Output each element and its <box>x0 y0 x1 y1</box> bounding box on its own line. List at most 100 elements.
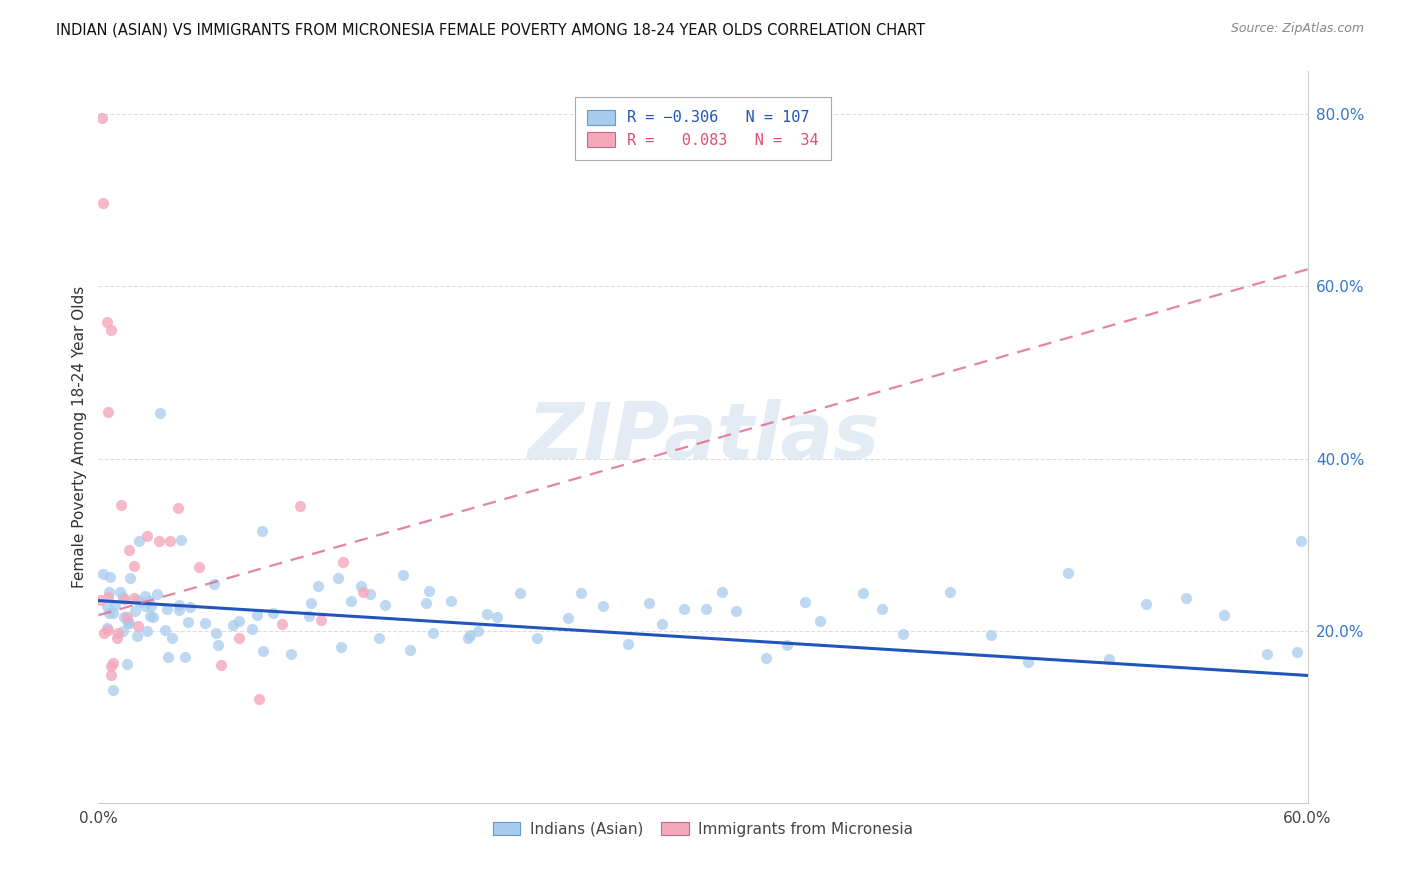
Point <box>309 613 332 627</box>
Point <box>169 533 191 548</box>
Point <box>108 585 131 599</box>
Point <box>89 592 111 607</box>
Point <box>97 590 120 604</box>
Y-axis label: Female Poverty Among 18-24 Year Olds: Female Poverty Among 18-24 Year Olds <box>72 286 87 588</box>
Point <box>97 405 120 419</box>
Point <box>162 631 184 645</box>
Point <box>592 599 614 613</box>
Point <box>458 628 481 642</box>
Point <box>252 644 274 658</box>
Text: Source: ZipAtlas.com: Source: ZipAtlas.com <box>1230 22 1364 36</box>
Point <box>298 609 321 624</box>
Point <box>509 586 531 600</box>
Point <box>124 604 146 618</box>
Point <box>112 592 135 607</box>
Point <box>280 647 302 661</box>
Point <box>118 615 141 630</box>
Point <box>415 596 437 610</box>
Point <box>352 585 374 599</box>
Point <box>637 597 659 611</box>
Point <box>103 599 125 613</box>
Point <box>146 587 169 601</box>
Point <box>97 623 120 637</box>
Point <box>246 608 269 623</box>
Point <box>100 323 122 337</box>
Point <box>118 543 141 558</box>
Point <box>299 596 322 610</box>
Point <box>103 656 125 670</box>
Point <box>422 625 444 640</box>
Point <box>207 638 229 652</box>
Point <box>93 626 115 640</box>
Point <box>122 559 145 574</box>
Point <box>117 616 139 631</box>
Point <box>1017 655 1039 669</box>
Point <box>101 682 124 697</box>
Point <box>142 610 165 624</box>
Point <box>339 594 361 608</box>
Point <box>98 585 121 599</box>
Point <box>202 577 225 591</box>
Point <box>1213 607 1236 622</box>
Point <box>93 195 115 210</box>
Point <box>115 657 138 672</box>
Point <box>228 614 250 628</box>
Point <box>569 586 592 600</box>
Point <box>128 533 150 548</box>
Point <box>136 624 159 638</box>
Point <box>307 579 329 593</box>
Point <box>177 615 200 629</box>
Point <box>1285 645 1308 659</box>
Point <box>112 610 135 624</box>
Point <box>557 611 579 625</box>
Point <box>808 614 831 628</box>
Point <box>107 626 129 640</box>
Point <box>1098 652 1121 666</box>
Point <box>122 591 145 605</box>
Text: INDIAN (ASIAN) VS IMMIGRANTS FROM MICRONESIA FEMALE POVERTY AMONG 18-24 YEAR OLD: INDIAN (ASIAN) VS IMMIGRANTS FROM MICRON… <box>56 22 925 37</box>
Point <box>617 637 640 651</box>
Point <box>776 638 799 652</box>
Point <box>111 624 134 639</box>
Point <box>391 568 413 582</box>
Point <box>115 610 138 624</box>
Point <box>100 659 122 673</box>
Point <box>526 631 548 645</box>
Point <box>100 668 122 682</box>
Point <box>209 657 232 672</box>
Point <box>939 585 962 599</box>
Point <box>156 602 179 616</box>
Point <box>695 601 717 615</box>
Point <box>138 594 160 608</box>
Point <box>228 631 250 645</box>
Point <box>105 631 128 645</box>
Point <box>98 606 121 620</box>
Point <box>115 613 138 627</box>
Point <box>1256 647 1278 661</box>
Point <box>330 640 353 654</box>
Point <box>891 627 914 641</box>
Point <box>188 560 211 574</box>
Point <box>166 501 188 516</box>
Point <box>110 498 132 512</box>
Point <box>794 595 817 609</box>
Point <box>127 592 149 607</box>
Point <box>350 579 373 593</box>
Point <box>167 599 190 613</box>
Point <box>174 650 197 665</box>
Point <box>651 616 673 631</box>
Point <box>96 599 118 613</box>
Point <box>418 584 440 599</box>
Point <box>148 533 170 548</box>
Point <box>1057 566 1080 581</box>
Point <box>96 621 118 635</box>
Point <box>96 315 118 329</box>
Point <box>101 606 124 620</box>
Point <box>169 603 191 617</box>
Point <box>91 567 114 582</box>
Point <box>755 650 778 665</box>
Point <box>980 628 1002 642</box>
Point <box>205 626 228 640</box>
Point <box>374 598 396 612</box>
Point <box>486 610 509 624</box>
